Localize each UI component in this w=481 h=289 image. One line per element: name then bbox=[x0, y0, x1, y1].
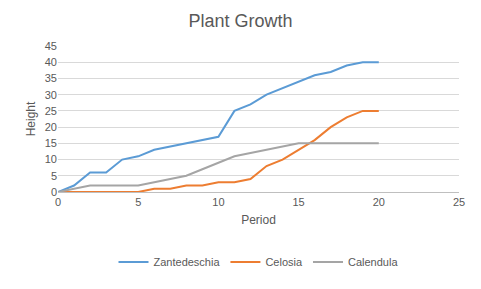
svg-text:0: 0 bbox=[51, 186, 57, 198]
svg-text:20: 20 bbox=[373, 196, 385, 208]
svg-text:Celosia: Celosia bbox=[265, 256, 303, 268]
svg-text:15: 15 bbox=[45, 137, 57, 149]
svg-text:10: 10 bbox=[45, 153, 57, 165]
svg-text:10: 10 bbox=[212, 196, 224, 208]
svg-text:45: 45 bbox=[45, 40, 57, 52]
svg-text:Calendula: Calendula bbox=[348, 256, 398, 268]
svg-text:Period: Period bbox=[241, 213, 276, 227]
svg-text:20: 20 bbox=[45, 121, 57, 133]
svg-text:5: 5 bbox=[51, 170, 57, 182]
svg-text:0: 0 bbox=[55, 196, 61, 208]
svg-text:40: 40 bbox=[45, 56, 57, 68]
svg-text:35: 35 bbox=[45, 72, 57, 84]
svg-text:25: 25 bbox=[45, 105, 57, 117]
svg-text:Zantedeschia: Zantedeschia bbox=[154, 256, 221, 268]
svg-text:5: 5 bbox=[135, 196, 141, 208]
svg-text:15: 15 bbox=[292, 196, 304, 208]
svg-text:Plant Growth: Plant Growth bbox=[188, 11, 292, 31]
svg-text:30: 30 bbox=[45, 89, 57, 101]
svg-text:25: 25 bbox=[453, 196, 465, 208]
svg-text:Height: Height bbox=[24, 101, 38, 136]
